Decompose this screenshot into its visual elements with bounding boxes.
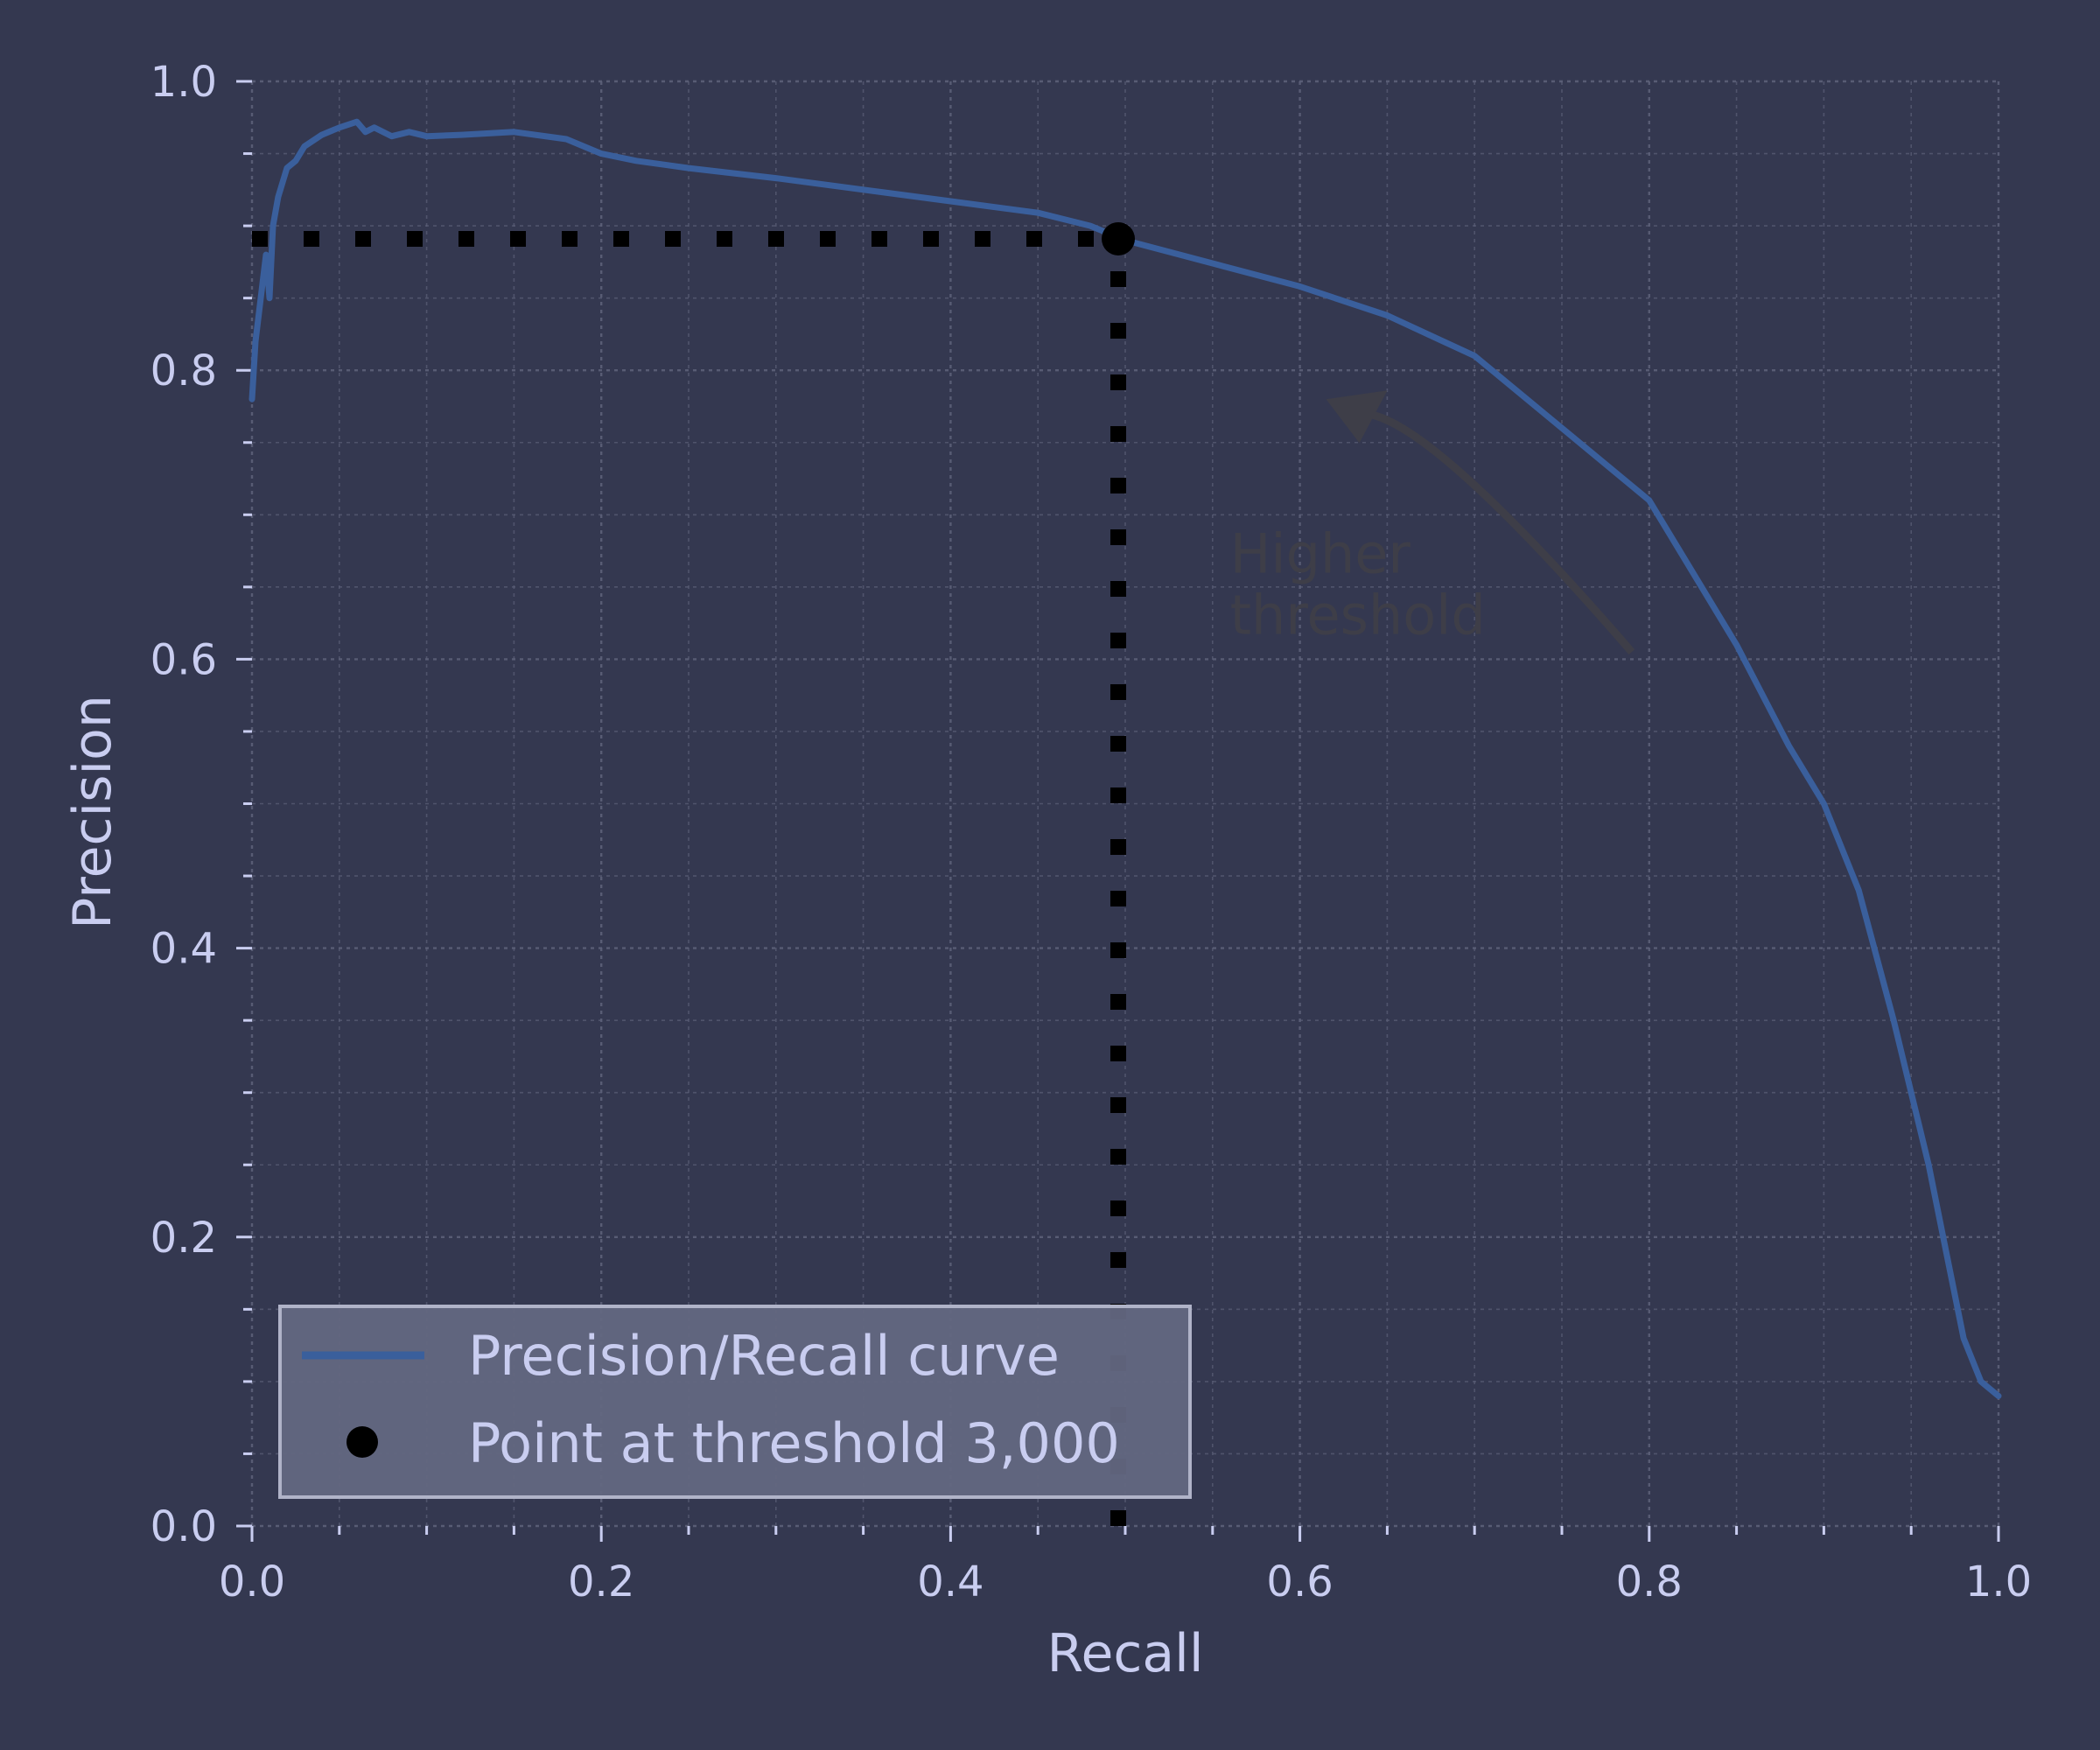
x-tick-label: 0.2: [568, 1558, 634, 1606]
y-tick-label: 0.6: [150, 635, 217, 684]
y-tick-labels: 0.0 0.2 0.4 0.6 0.8 1.0: [150, 58, 217, 1551]
legend-box: [278, 1305, 1192, 1499]
x-axis-label: Recall: [1046, 1623, 1203, 1684]
tick-marks: [236, 80, 2000, 1542]
annotation-text-line: Higher: [1230, 522, 1411, 585]
x-tick-labels: 0.0 0.2 0.4 0.6 0.8 1.0: [219, 1558, 2032, 1606]
precision-recall-curve: [248, 118, 2002, 1399]
x-tick-label: 1.0: [1965, 1558, 2032, 1606]
legend-label-point: Point at threshold 3,000: [468, 1411, 1120, 1475]
annotation-text-line: threshold: [1230, 583, 1486, 647]
legend-label-curve: Precision/Recall curve: [468, 1324, 1060, 1388]
y-axis-label: Precision: [62, 695, 123, 929]
y-tick-label: 0.8: [150, 346, 217, 396]
x-tick-label: 0.0: [219, 1558, 285, 1606]
y-tick-label: 0.0: [150, 1502, 217, 1551]
legend: Precision/Recall curve Point at threshol…: [278, 1305, 1192, 1499]
legend-point-swatch: [346, 1426, 378, 1458]
y-tick-label: 0.4: [150, 925, 217, 974]
annotation-arrow-head: [1326, 390, 1388, 444]
threshold-point: [1102, 221, 1136, 256]
x-tick-label: 0.4: [917, 1558, 984, 1606]
y-tick-label: 0.2: [150, 1214, 217, 1263]
series-layer: [248, 118, 2002, 1399]
x-tick-label: 0.8: [1616, 1558, 1683, 1606]
y-tick-label: 1.0: [150, 58, 217, 107]
x-tick-label: 0.6: [1266, 1558, 1333, 1606]
